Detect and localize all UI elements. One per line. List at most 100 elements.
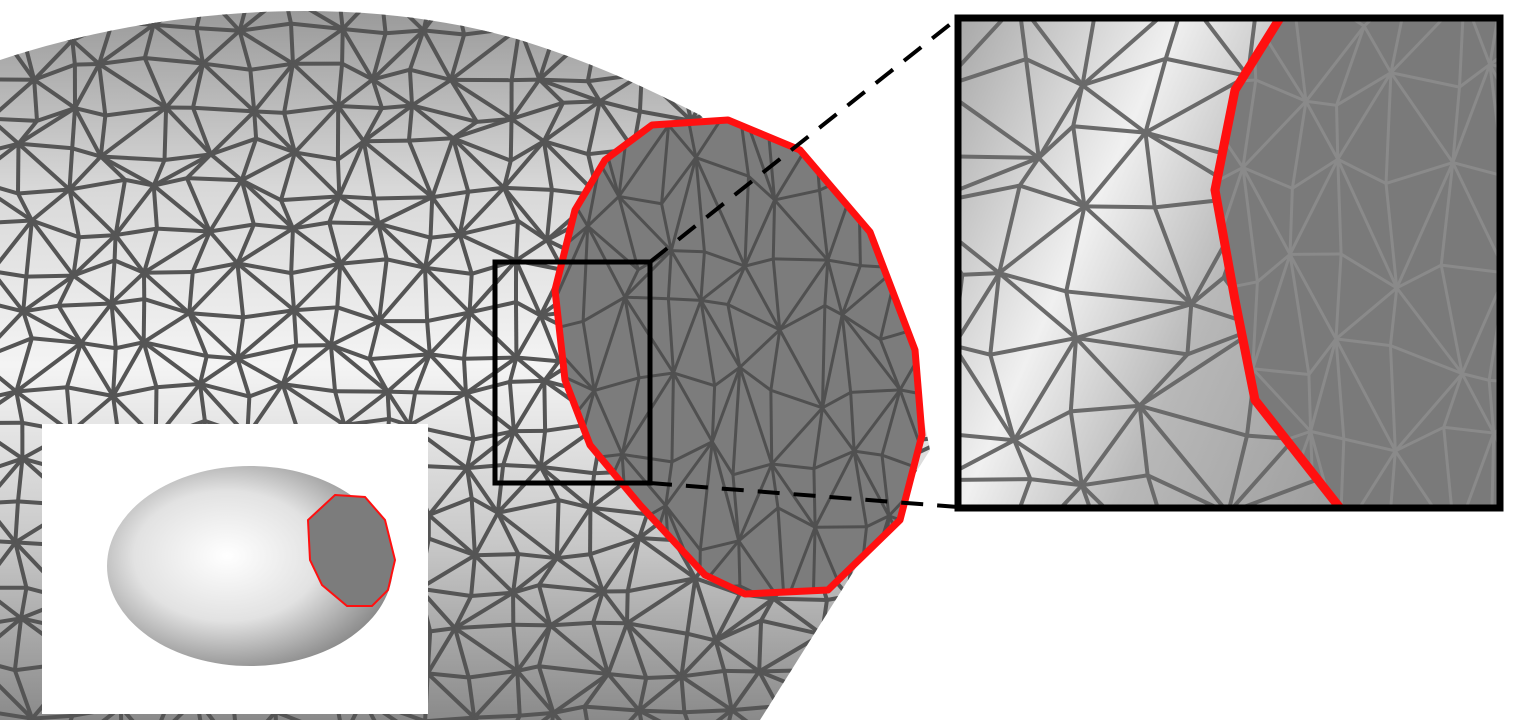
mesh-edge	[291, 62, 340, 108]
mesh-edge	[539, 465, 592, 510]
mesh-edge	[30, 187, 71, 223]
mesh-edge	[340, 28, 345, 64]
mesh-edge	[428, 352, 468, 395]
end-edge	[865, 514, 890, 529]
end-edge	[856, 624, 863, 679]
end-edge	[813, 450, 856, 528]
mesh-edge	[58, 301, 112, 308]
end-edge	[763, 120, 777, 201]
end-edge	[821, 391, 852, 410]
end-edge	[785, 686, 787, 720]
zoom-edge	[1037, 156, 1086, 208]
mesh-edge	[599, 99, 641, 114]
end-edge	[824, 304, 843, 317]
mesh-edge	[279, 199, 295, 230]
mesh-edge	[372, 198, 381, 224]
mesh-edge	[635, 11, 694, 41]
mesh-edge	[892, 159, 902, 200]
mesh-edge	[514, 220, 520, 261]
mesh-edge	[626, 621, 688, 636]
zoom-edge	[1256, 4, 1326, 14]
mesh-edge	[0, 141, 19, 158]
mesh-edge	[111, 297, 145, 306]
zoom-interior-edge	[1453, 432, 1496, 508]
zoom-edge	[1138, 404, 1227, 508]
mesh-edge	[289, 228, 295, 274]
mesh-edge	[538, 77, 601, 104]
mesh-edge	[292, 220, 330, 231]
mesh-edge	[948, 141, 953, 196]
end-edge	[623, 269, 640, 298]
mesh-edge	[113, 184, 156, 237]
end-edge	[878, 120, 904, 192]
mesh-edge	[449, 78, 479, 123]
mesh-edge	[0, 219, 34, 273]
mesh-edge	[69, 177, 126, 192]
mesh-edge	[820, 632, 862, 669]
zoom-edge	[1229, 437, 1296, 508]
mesh-edge	[459, 218, 519, 237]
end-edge	[699, 264, 746, 302]
mesh-edge	[864, 11, 876, 24]
mesh-edge	[78, 233, 116, 240]
mesh-edge	[511, 553, 521, 593]
mesh-edge	[426, 310, 470, 324]
mesh-edge	[115, 340, 145, 351]
mesh-edge	[151, 11, 165, 26]
end-edge	[815, 525, 867, 529]
zoom-edge	[1218, 606, 1340, 647]
mesh-edge	[861, 104, 911, 113]
mesh-edge	[686, 631, 717, 643]
mesh-edge	[549, 589, 604, 628]
end-edge	[731, 367, 742, 475]
zoom-edge	[1228, 513, 1332, 556]
mesh-edge	[118, 707, 124, 720]
zoom-edge	[958, 98, 1040, 160]
mesh-edge	[72, 258, 116, 278]
mesh-edge	[980, 659, 982, 709]
mesh-edge	[374, 195, 433, 201]
mesh-edge	[773, 596, 828, 603]
mesh-edge	[72, 273, 113, 306]
zoom-edge	[1036, 626, 1081, 649]
zoom-region	[492, 259, 653, 486]
mesh-edge	[586, 100, 602, 155]
mesh-edge	[413, 353, 432, 394]
mesh-edge	[0, 218, 32, 226]
mesh-edge	[821, 629, 865, 637]
zoom-interior-edge	[1336, 159, 1343, 255]
mesh-edge	[633, 27, 644, 75]
mesh-edge	[953, 545, 984, 559]
mesh-edge	[425, 627, 457, 675]
zoom-interior-edge	[1237, 604, 1293, 636]
mesh-edge	[940, 622, 942, 671]
mesh-edge	[907, 508, 912, 557]
zoom-interior-edge	[1242, 166, 1293, 190]
mesh-edge	[449, 78, 513, 121]
zoom-interior-edge	[1334, 338, 1397, 452]
end-edge	[896, 250, 921, 270]
mesh-edge	[153, 22, 197, 31]
mesh-edge	[598, 24, 636, 30]
zoom-edge	[958, 438, 1016, 473]
mesh-edge	[914, 701, 930, 720]
end-edge	[856, 617, 881, 624]
mesh-edge	[910, 230, 930, 281]
mesh-edge	[515, 300, 542, 318]
mesh-edge	[954, 196, 955, 221]
mesh-edge	[0, 657, 34, 720]
mesh-edge	[143, 340, 208, 359]
end-edge	[777, 506, 816, 529]
zoom-interior-edge	[1385, 161, 1454, 185]
zoom-interior-edge	[1241, 166, 1292, 256]
end-edge	[854, 652, 879, 720]
mesh-edge	[21, 310, 34, 339]
mesh-edge	[293, 151, 341, 198]
zoom-edge	[1081, 549, 1105, 626]
mesh-edge	[465, 429, 516, 470]
mesh-edge	[846, 595, 867, 633]
zoom-interior-edge	[1337, 157, 1387, 185]
zoom-edge	[963, 581, 993, 647]
mesh-edge	[279, 151, 297, 201]
zoom-interior-edge	[1241, 100, 1308, 169]
